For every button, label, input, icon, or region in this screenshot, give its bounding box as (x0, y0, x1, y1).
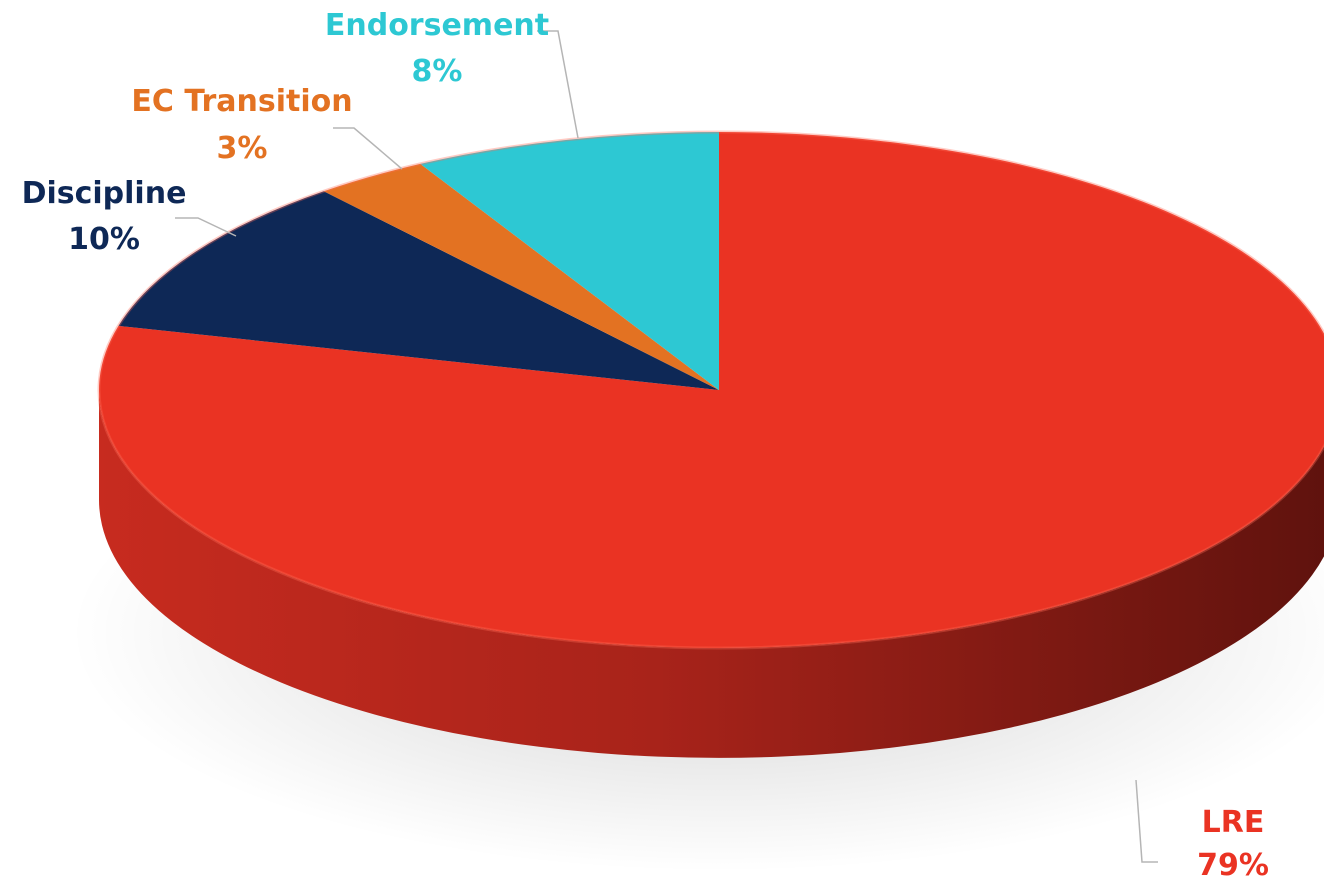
leader-lines (175, 30, 1158, 863)
pie-slice-endorsement (420, 132, 719, 390)
slice-label-ec-transition-name: EC Transition (131, 84, 352, 119)
pie-side-walls (99, 390, 1324, 758)
pie-rim-highlight (97, 130, 1324, 650)
slice-label-endorsement-percent: 8% (412, 54, 463, 89)
label-lre: LRE 79% (1197, 805, 1269, 883)
pie-slice-discipline (118, 191, 719, 390)
leader-line-lre (1135, 779, 1158, 863)
pie-slice-ec-transition (323, 163, 719, 390)
leader-line-ec-transition (333, 127, 403, 170)
pie-wall-lre (99, 390, 1324, 758)
slice-label-lre-name: LRE (1202, 805, 1265, 840)
pie-slices (97, 130, 1324, 650)
label-endorsement: Endorsement 8% (325, 8, 549, 89)
leader-line-endorsement (537, 30, 579, 139)
slice-label-ec-transition-percent: 3% (217, 131, 268, 166)
slice-label-discipline-name: Discipline (22, 176, 187, 211)
slice-label-discipline-percent: 10% (68, 222, 140, 257)
label-discipline: Discipline 10% (22, 176, 187, 257)
label-ec-transition: EC Transition 3% (131, 84, 352, 166)
slice-label-endorsement-name: Endorsement (325, 8, 549, 43)
pie-slice-lre (99, 132, 1324, 648)
slice-label-lre-percent: 79% (1197, 848, 1269, 883)
leader-line-discipline (175, 217, 237, 237)
